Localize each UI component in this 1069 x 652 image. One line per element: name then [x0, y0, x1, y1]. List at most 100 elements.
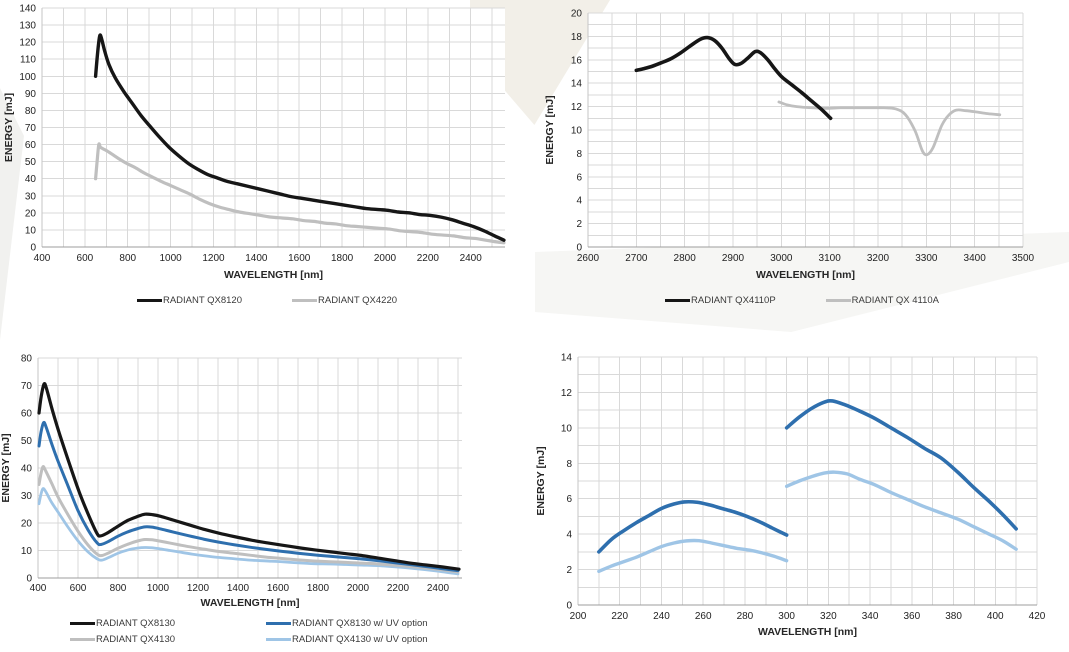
x-tick-label: 1000: [147, 583, 170, 594]
y-tick-label: 0: [30, 243, 36, 254]
y-tick-label: 20: [571, 9, 583, 20]
series-line-radiant-qx4220: [93, 142, 506, 245]
x-tick-label: 260: [695, 611, 712, 622]
x-tick-label: 1600: [288, 253, 311, 264]
x-tick-label: 420: [1029, 611, 1046, 622]
tick-labels: 200 220 240 260 280 300 320 340 360 380 400 420 0 2 4 6…: [561, 353, 1046, 623]
legend-item: RADIANT QX4110P: [665, 294, 776, 307]
x-tick-label: 800: [119, 253, 136, 264]
x-tick-label: 1200: [187, 583, 210, 594]
x-axis-title: WAVELENGTH [nm]: [758, 626, 857, 638]
y-tick-label: 50: [25, 157, 37, 168]
legend-item: RADIANT QX8130 w/ UV option: [266, 617, 428, 630]
legend-marker: [70, 622, 95, 625]
y-tick-label: 12: [561, 388, 573, 399]
x-tick-label: 320: [820, 611, 837, 622]
y-tick-label: 6: [566, 494, 572, 505]
series-line-radiant-qx8130-w-uv-option: [37, 420, 460, 573]
y-tick-label: 10: [571, 126, 583, 137]
y-tick-label: 40: [25, 174, 37, 185]
y-tick-label: 0: [26, 574, 32, 585]
gridlines: [577, 356, 1038, 606]
legend-label: RADIANT QX4130 w/ UV option: [292, 634, 428, 645]
chart-legend: RADIANT QX4110P RADIANT QX 4110A: [535, 294, 1069, 307]
x-tick-label: 240: [653, 611, 670, 622]
x-tick-label: 2200: [387, 583, 410, 594]
x-tick-label: 220: [611, 611, 628, 622]
y-axis-title: ENERGY [mJ]: [535, 446, 547, 515]
series-line-radiant-qx4130: [37, 465, 460, 574]
x-tick-label: 380: [945, 611, 962, 622]
y-tick-label: 14: [561, 353, 573, 364]
x-tick-label: 1600: [267, 583, 290, 594]
y-tick-label: 60: [25, 140, 37, 151]
x-tick-label: 2800: [674, 253, 697, 264]
x-tick-label: 280: [737, 611, 754, 622]
x-tick-label: 1200: [202, 253, 225, 264]
x-tick-label: 2000: [374, 253, 397, 264]
x-axis-title: WAVELENGTH [nm]: [756, 269, 855, 281]
x-tick-label: 3000: [770, 253, 793, 264]
chart-radiant-qx8120-qx4220: 400 600 800 1000 1200 1400 1600 1800 2000 2200 240…: [0, 0, 534, 330]
y-tick-label: 2: [576, 219, 582, 230]
x-tick-label: 1400: [227, 583, 250, 594]
x-tick-label: 400: [34, 253, 51, 264]
y-tick-label: 30: [25, 191, 37, 202]
legend-label: RADIANT QX8130: [96, 618, 176, 629]
x-tick-label: 1400: [245, 253, 268, 264]
legend-label: RADIANT QX8120: [162, 295, 242, 306]
legend-marker: [665, 299, 691, 302]
y-tick-label: 10: [25, 225, 37, 236]
y-axis-title: ENERGY [mJ]: [544, 95, 556, 164]
y-tick-label: 120: [19, 38, 36, 49]
y-tick-label: 2: [566, 565, 572, 576]
chart-legend: RADIANT QX8120 RADIANT QX4220: [0, 294, 534, 307]
x-tick-label: 400: [987, 611, 1004, 622]
tick-labels: 400 600 800 1000 1200 1400 1600 1800 2000 2200 240…: [21, 354, 450, 595]
chart-radiant-qx8130-qx4130: 400 600 800 1000 1200 1400 1600 1800 2000 2200 240…: [0, 330, 534, 652]
y-tick-label: 10: [561, 423, 573, 434]
x-tick-label: 3500: [1012, 253, 1035, 264]
y-tick-label: 60: [21, 409, 33, 420]
series-line-radiant-qx8120: [93, 33, 506, 242]
legend-marker: [136, 299, 162, 302]
y-tick-label: 16: [571, 55, 583, 66]
series-line-series-1: [784, 398, 1018, 531]
x-tick-label: 3100: [819, 253, 842, 264]
legend-marker: [266, 622, 291, 625]
tick-labels: 2600 2700 2800 2900 3000 3100 3200 3300 3400 3500…: [571, 9, 1035, 265]
y-tick-label: 20: [21, 519, 33, 530]
legend-item: RADIANT QX 4110A: [825, 294, 939, 307]
legend-label: RADIANT QX8130 w/ UV option: [292, 618, 428, 629]
x-tick-label: 3200: [867, 253, 890, 264]
x-tick-label: 1800: [307, 583, 330, 594]
series-line-radiant-qx4130-w-uv-option: [37, 487, 460, 576]
chart-canvas: 200 220 240 260 280 300 320 340 360 380 400 420 0 2 4 6…: [535, 353, 1046, 639]
y-tick-label: 40: [21, 464, 33, 475]
legend-label: RADIANT QX4220: [318, 295, 398, 306]
series-line-radiant-qx4110p: [634, 35, 833, 121]
y-tick-label: 70: [21, 381, 33, 392]
chart-canvas: 400 600 800 1000 1200 1400 1600 1800 2000 2200 240…: [0, 354, 462, 609]
legend-label: RADIANT QX4130: [96, 634, 176, 645]
tick-labels: 400 600 800 1000 1200 1400 1600 1800 2000 2200 240…: [19, 4, 482, 265]
chart-radiant-qx4110p-qx4110a: 2600 2700 2800 2900 3000 3100 3200 3300 3400 3500…: [535, 0, 1069, 330]
legend-label: RADIANT QX 4110A: [851, 295, 939, 306]
series-line-series-0: [597, 538, 789, 574]
x-tick-label: 2700: [625, 253, 648, 264]
legend-item: RADIANT QX8130: [70, 617, 266, 630]
series-line-series-1: [597, 499, 789, 554]
x-tick-label: 800: [110, 583, 127, 594]
x-tick-label: 600: [77, 253, 94, 264]
y-tick-label: 4: [576, 196, 582, 207]
x-tick-label: 2400: [427, 583, 450, 594]
series-line-radiant-qx8130: [37, 381, 461, 571]
chart-canvas: 2600 2700 2800 2900 3000 3100 3200 3300 3400 3500…: [544, 9, 1035, 282]
y-tick-label: 4: [566, 530, 572, 541]
y-tick-label: 90: [25, 89, 37, 100]
chart-legend: RADIANT QX8130 RADIANT QX8130 w/ UV optio…: [70, 617, 428, 646]
y-tick-label: 70: [25, 123, 37, 134]
y-axis-title: ENERGY [mJ]: [3, 93, 15, 162]
y-tick-label: 80: [21, 354, 33, 365]
legend-marker: [266, 638, 291, 641]
